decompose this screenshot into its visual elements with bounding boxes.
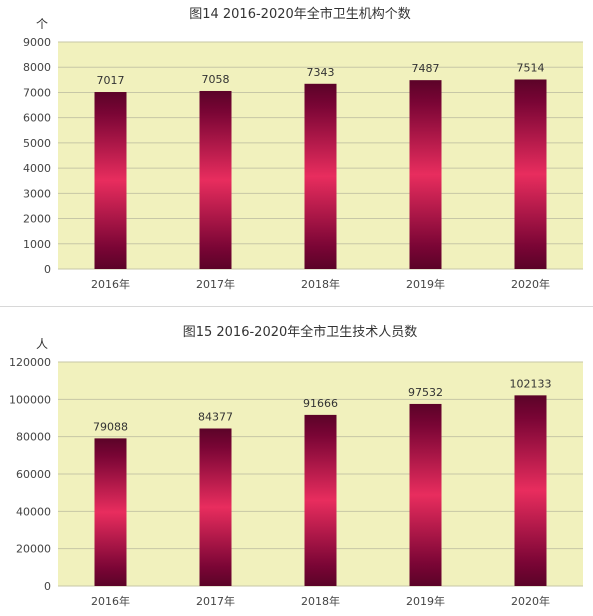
bar (199, 90, 232, 269)
data-label: 84377 (198, 410, 233, 423)
data-label: 91666 (303, 397, 338, 410)
x-tick-label: 2016年 (91, 277, 130, 291)
y-tick-label: 120000 (9, 356, 51, 369)
bar (94, 92, 127, 270)
y-unit-label: 人 (36, 337, 48, 351)
y-tick-label: 2000 (23, 213, 51, 226)
y-tick-label: 7000 (23, 86, 51, 99)
x-tick-label: 2017年 (196, 594, 235, 608)
data-label: 102133 (510, 377, 552, 390)
y-tick-label: 0 (44, 580, 51, 593)
y-tick-label: 0 (44, 263, 51, 276)
x-tick-label: 2019年 (406, 594, 445, 608)
data-label: 7017 (97, 74, 125, 87)
x-tick-label: 2018年 (301, 594, 340, 608)
bar (409, 80, 442, 269)
y-tick-label: 9000 (23, 36, 51, 49)
x-tick-label: 2020年 (511, 277, 550, 291)
y-tick-label: 3000 (23, 187, 51, 200)
y-tick-label: 1000 (23, 238, 51, 251)
y-tick-label: 60000 (16, 468, 51, 481)
x-tick-label: 2016年 (91, 594, 130, 608)
data-label: 97532 (408, 386, 443, 399)
data-label: 79088 (93, 420, 128, 433)
chart-figure-15: 图15 2016-2020年全市卫生技术人员数人 0 20000 40000 60000… (0, 318, 593, 616)
x-tick-label: 2019年 (406, 277, 445, 291)
bar (94, 438, 127, 586)
bar (199, 428, 232, 586)
y-tick-label: 80000 (16, 431, 51, 444)
chart-title: 图14 2016-2020年全市卫生机构个数 (189, 6, 411, 22)
y-tick-label: 5000 (23, 137, 51, 150)
x-tick-label: 2017年 (196, 277, 235, 291)
bar (304, 414, 337, 586)
chart-title: 图15 2016-2020年全市卫生技术人员数 (183, 324, 418, 340)
y-unit-label: 个 (36, 17, 48, 31)
chart-divider (0, 306, 593, 307)
data-label: 7487 (412, 62, 440, 75)
bar (514, 395, 547, 586)
x-tick-label: 2020年 (511, 594, 550, 608)
data-label: 7343 (307, 66, 335, 79)
y-tick-label: 4000 (23, 162, 51, 175)
y-tick-label: 100000 (9, 393, 51, 406)
y-tick-label: 6000 (23, 112, 51, 125)
y-tick-label: 40000 (16, 505, 51, 518)
x-tick-label: 2018年 (301, 277, 340, 291)
bar (409, 403, 442, 586)
bar (304, 83, 337, 270)
y-tick-label: 8000 (23, 61, 51, 74)
data-label: 7514 (517, 61, 545, 74)
chart-figure-14: 图14 2016-2020年全市卫生机构个数个 0 1000 2000 3000 4000… (0, 0, 593, 300)
y-tick-label: 20000 (16, 543, 51, 556)
data-label: 7058 (202, 73, 230, 86)
bar (514, 79, 547, 269)
